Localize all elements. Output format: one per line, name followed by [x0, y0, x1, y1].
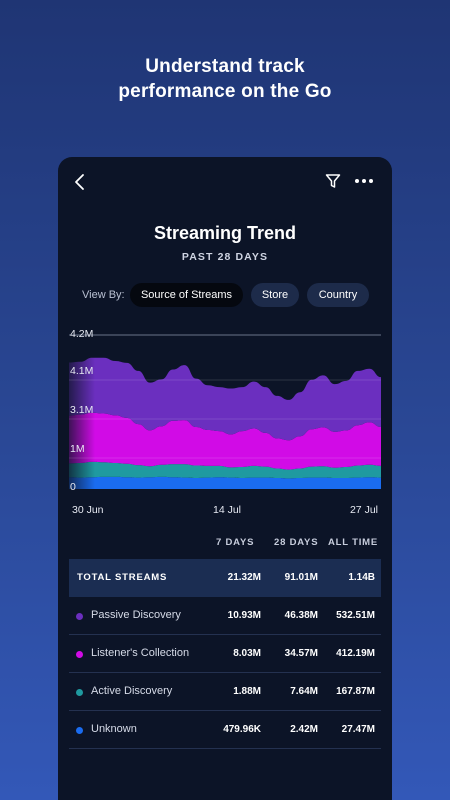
x-tick-label: 30 Jun — [72, 504, 104, 516]
more-horizontal-icon — [355, 179, 373, 183]
view-by-store[interactable]: Store — [251, 283, 299, 307]
passive-discovery-legend-dot — [76, 613, 83, 620]
page-title: Streaming Trend — [153, 223, 297, 243]
listeners-collection-28-days: 34.57M — [284, 648, 318, 659]
filter-button[interactable] — [324, 172, 342, 190]
total-all-time: 1.14B — [348, 572, 375, 583]
streaming-trend-chart: 4.2M 4.1M 3.1M 1M 0 30 Jun 14 Jul 27 Jul — [69, 328, 381, 516]
area-series-unknown — [69, 476, 381, 489]
passive-discovery-28-days: 46.38M — [284, 610, 318, 621]
row-label-active-discovery: Active Discovery — [91, 685, 173, 697]
promo-headline: Understand track performance on the Go — [0, 54, 450, 104]
area-series-active-discovery — [69, 461, 381, 479]
period-subtitle: PAST 28 DAYS — [181, 251, 269, 263]
listeners-collection-7-days: 8.03M — [233, 648, 261, 659]
y-tick-label: 0 — [70, 481, 76, 493]
listeners-collection-all-time: 412.19M — [336, 648, 375, 659]
total-28-days: 91.01M — [284, 572, 318, 583]
column-header-all-time: ALL TIME — [328, 537, 379, 548]
area-series-listener-s-collection — [69, 412, 381, 470]
row-label-unknown: Unknown — [91, 723, 137, 735]
view-by-country[interactable]: Country — [307, 283, 369, 307]
y-tick-label: 1M — [70, 443, 85, 455]
table-row-listeners-collection[interactable]: Listener's Collection 8.03M 34.57M 412.19M — [69, 635, 381, 673]
listeners-collection-legend-dot — [76, 651, 83, 658]
active-discovery-28-days: 7.64M — [290, 686, 318, 697]
promo-headline-line2: performance on the Go — [118, 81, 332, 102]
area-series-passive-discovery — [69, 357, 381, 441]
total-streams-label: TOTAL STREAMS — [77, 572, 168, 583]
active-discovery-legend-dot — [76, 689, 83, 696]
row-label-passive-discovery: Passive Discovery — [91, 609, 181, 621]
x-tick-label: 14 Jul — [213, 504, 241, 516]
unknown-28-days: 2.42M — [290, 724, 318, 735]
y-tick-label: 4.1M — [70, 365, 93, 377]
unknown-7-days: 479.96K — [223, 724, 261, 735]
view-by-selector: View By: Source of Streams Store Country — [58, 283, 392, 309]
view-by-label: View By: — [82, 289, 125, 301]
view-by-source-of-streams[interactable]: Source of Streams — [130, 283, 243, 307]
row-label-listeners-collection: Listener's Collection — [91, 647, 190, 659]
promo-headline-line1: Understand track — [145, 56, 305, 77]
total-7-days: 21.32M — [227, 572, 261, 583]
total-streams-row: TOTAL STREAMS 21.32M 91.01M 1.14B — [69, 559, 381, 597]
passive-discovery-7-days: 10.93M — [227, 610, 261, 621]
filter-icon — [325, 174, 341, 188]
y-tick-label: 3.1M — [70, 404, 93, 416]
column-header-28-days: 28 DAYS — [274, 537, 319, 548]
app-top-bar — [58, 157, 392, 207]
back-button[interactable] — [70, 171, 90, 193]
active-discovery-7-days: 1.88M — [233, 686, 261, 697]
y-tick-label: 4.2M — [70, 328, 93, 340]
more-options-button[interactable] — [352, 171, 376, 191]
unknown-legend-dot — [76, 727, 83, 734]
passive-discovery-all-time: 532.51M — [336, 610, 375, 621]
active-discovery-all-time: 167.87M — [336, 686, 375, 697]
column-header-7-days: 7 DAYS — [216, 537, 255, 548]
phone-screen: Streaming Trend PAST 28 DAYS View By: So… — [58, 157, 392, 800]
table-row-active-discovery[interactable]: Active Discovery 1.88M 7.64M 167.87M — [69, 673, 381, 711]
table-row-passive-discovery[interactable]: Passive Discovery 10.93M 46.38M 532.51M — [69, 597, 381, 635]
unknown-all-time: 27.47M — [341, 724, 375, 735]
chart-left-fade — [69, 335, 95, 489]
table-row-unknown[interactable]: Unknown 479.96K 2.42M 27.47M — [69, 711, 381, 749]
chevron-left-icon — [75, 174, 84, 190]
x-tick-label: 27 Jul — [350, 504, 378, 516]
